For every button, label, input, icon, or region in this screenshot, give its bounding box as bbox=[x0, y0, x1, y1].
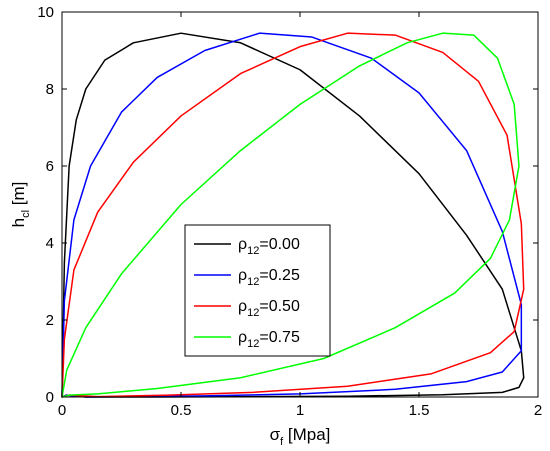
series-line-1 bbox=[61, 32, 523, 398]
series-line-3 bbox=[61, 32, 520, 398]
legend-entry-2-base: ρ bbox=[238, 298, 247, 315]
x-tick-label: 0.5 bbox=[171, 402, 192, 419]
y-tick-label: 0 bbox=[46, 389, 54, 406]
legend-entry-0-base: ρ bbox=[238, 236, 247, 253]
x-axis-label: σf [Mpa] bbox=[270, 425, 331, 448]
x-axis-label-sub: f bbox=[280, 436, 284, 448]
legend-entry-0: ρ12=0.00 bbox=[238, 236, 300, 257]
y-tick-label: 10 bbox=[37, 4, 54, 21]
y-tick-label: 8 bbox=[46, 81, 54, 98]
legend-entry-3-sub: 12 bbox=[247, 338, 259, 350]
y-axis-label: hcl [m] bbox=[9, 182, 32, 228]
legend-entry-1-rest: =0.25 bbox=[259, 267, 300, 284]
legend-box bbox=[184, 224, 331, 357]
x-tick-label: 2 bbox=[534, 402, 542, 419]
y-tick-label: 2 bbox=[46, 312, 54, 329]
legend-entry-0-sub: 12 bbox=[247, 245, 259, 257]
x-tick-label: 1 bbox=[296, 402, 304, 419]
legend-entry-2-sub: 12 bbox=[247, 307, 259, 319]
legend-entry-1-base: ρ bbox=[238, 267, 247, 284]
y-tick-label: 4 bbox=[46, 235, 54, 252]
y-axis-label-base: h bbox=[9, 218, 28, 227]
y-axis-label-rest: [m] bbox=[9, 182, 28, 210]
x-tick-label: 0 bbox=[58, 402, 66, 419]
legend-entry-2: ρ12=0.50 bbox=[238, 298, 300, 319]
legend-entry-3: ρ12=0.75 bbox=[238, 329, 300, 350]
y-axis-label-sub: cl bbox=[20, 210, 32, 218]
legend-entry-0-rest: =0.00 bbox=[259, 236, 300, 253]
legend-entry-3-base: ρ bbox=[238, 329, 247, 346]
series-line-2 bbox=[61, 32, 525, 398]
x-tick-label: 1.5 bbox=[409, 402, 430, 419]
x-axis-label-base: σ bbox=[270, 425, 281, 444]
legend-entry-1: ρ12=0.25 bbox=[238, 267, 300, 288]
legend-entry-3-rest: =0.75 bbox=[259, 329, 300, 346]
y-tick-label: 6 bbox=[46, 158, 54, 175]
legend-entry-1-sub: 12 bbox=[247, 276, 259, 288]
x-axis-label-rest: [Mpa] bbox=[283, 425, 330, 444]
legend-entry-2-rest: =0.50 bbox=[259, 298, 300, 315]
